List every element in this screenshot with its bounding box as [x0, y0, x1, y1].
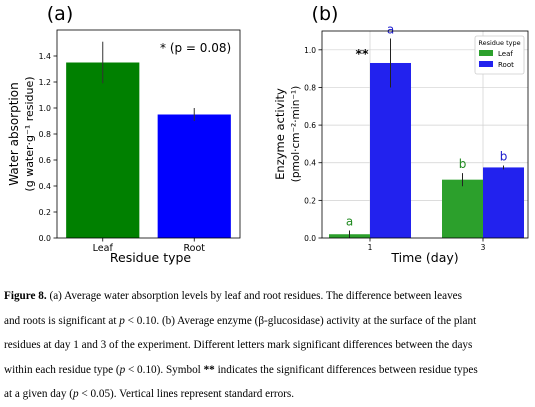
caption-line: at a given day (p < 0.05). Vertical line…	[4, 382, 531, 407]
legend-title: Residue type	[478, 39, 520, 47]
caption-segment: < 0.05). Vertical lines represent standa…	[78, 388, 295, 400]
figure: (a) Leaf Root 0.0 0.2 0.4 0.6 0.8 1.0 1.2 1.4 * (p …	[7, 3, 529, 265]
bar-leaf	[442, 179, 483, 238]
caption-segment: indicates the significant differences be…	[214, 363, 478, 376]
y-tick-label: 0.0	[39, 234, 51, 243]
bar-root	[370, 62, 411, 239]
caption-line: within each residue type (p < 0.10). Sym…	[4, 358, 531, 383]
y-axis-label-units: (pmol·cm⁻²·min⁻¹)	[290, 86, 302, 182]
legend-label: Leaf	[498, 50, 513, 58]
y-axis-label-units: (g water·g⁻¹ residue)	[23, 76, 36, 191]
caption-segment: < 0.10. (b) Average enzyme (β-glucosidas…	[124, 314, 477, 327]
caption-segment: p	[72, 388, 79, 400]
y-tick-label: 0.4	[304, 159, 316, 168]
caption-segment: residues at day 1 and 3 of the experimen…	[4, 339, 473, 351]
legend-swatch-root	[479, 61, 493, 67]
significance-letter: b	[459, 157, 467, 171]
y-tick-label: 1.2	[39, 78, 51, 87]
panel-a-chart: (a) Leaf Root 0.0 0.2 0.4 0.6 0.8 1.0 1.2 1.4 * (p …	[7, 3, 241, 265]
y-tick-label: 0.0	[304, 234, 316, 243]
significance-annotation: **	[355, 46, 369, 61]
x-tick-label: 1	[368, 243, 373, 252]
bar	[66, 62, 140, 238]
y-tick-label: 1.4	[39, 52, 51, 61]
caption-segment: **	[203, 363, 215, 376]
caption-line: residues at day 1 and 3 of the experimen…	[4, 333, 531, 358]
plot-frame	[321, 30, 529, 239]
x-tick-label: Root	[183, 243, 205, 254]
y-tick-label: 0.2	[304, 196, 316, 205]
caption-segment: and roots is significant at	[4, 314, 120, 327]
y-tick-label: 0.8	[304, 83, 316, 92]
caption-segment: < 0.10). Symbol	[125, 363, 204, 376]
caption-line: and roots is significant at p < 0.10. (b…	[4, 309, 531, 334]
y-tick-label: 1.0	[39, 104, 51, 113]
figure-caption: Figure 8. (a) Average water absorption l…	[4, 284, 531, 407]
y-tick-label: 0.8	[39, 130, 51, 139]
y-axis-label: Enzyme activity	[273, 88, 287, 180]
caption-segment: p	[119, 314, 125, 327]
y-tick-label: 0.2	[39, 208, 51, 217]
x-axis-label: Residue type	[110, 250, 192, 265]
y-tick-label: 0.4	[39, 182, 51, 191]
y-tick-label: 1.0	[304, 46, 316, 55]
x-tick-label: 3	[481, 243, 486, 252]
caption-line: Figure 8. (a) Average water absorption l…	[4, 284, 531, 309]
significance-letter: b	[500, 150, 508, 164]
caption-segment: within each residue type (	[4, 363, 120, 376]
y-tick-label: 0.6	[304, 121, 316, 130]
x-tick-label: Leaf	[93, 243, 114, 254]
caption-segment: at a given day (	[4, 388, 73, 400]
caption-segment: p	[119, 363, 126, 376]
significance-annotation: * (p = 0.08)	[160, 41, 231, 55]
panel-label: (a)	[47, 3, 73, 25]
x-axis-label: Time (day)	[390, 250, 458, 265]
caption-segment: (a) Average water absorption levels by l…	[46, 290, 462, 302]
bar-root	[483, 167, 524, 238]
legend-label: Root	[498, 61, 514, 69]
panel-label: (b)	[312, 3, 339, 25]
significance-letter: a	[387, 23, 394, 37]
bar	[157, 114, 231, 238]
significance-letter: a	[346, 214, 353, 228]
y-tick-label: 0.6	[39, 156, 51, 165]
panel-b-chart: (b) a b a b 1 3 0.0 0.2 0.4 0.6 0.8 1.0 ** Residue typ…	[273, 3, 529, 265]
y-axis-label: Water absorption	[7, 82, 21, 185]
legend-swatch-leaf	[479, 50, 493, 56]
caption-segment: Figure 8.	[4, 290, 47, 302]
